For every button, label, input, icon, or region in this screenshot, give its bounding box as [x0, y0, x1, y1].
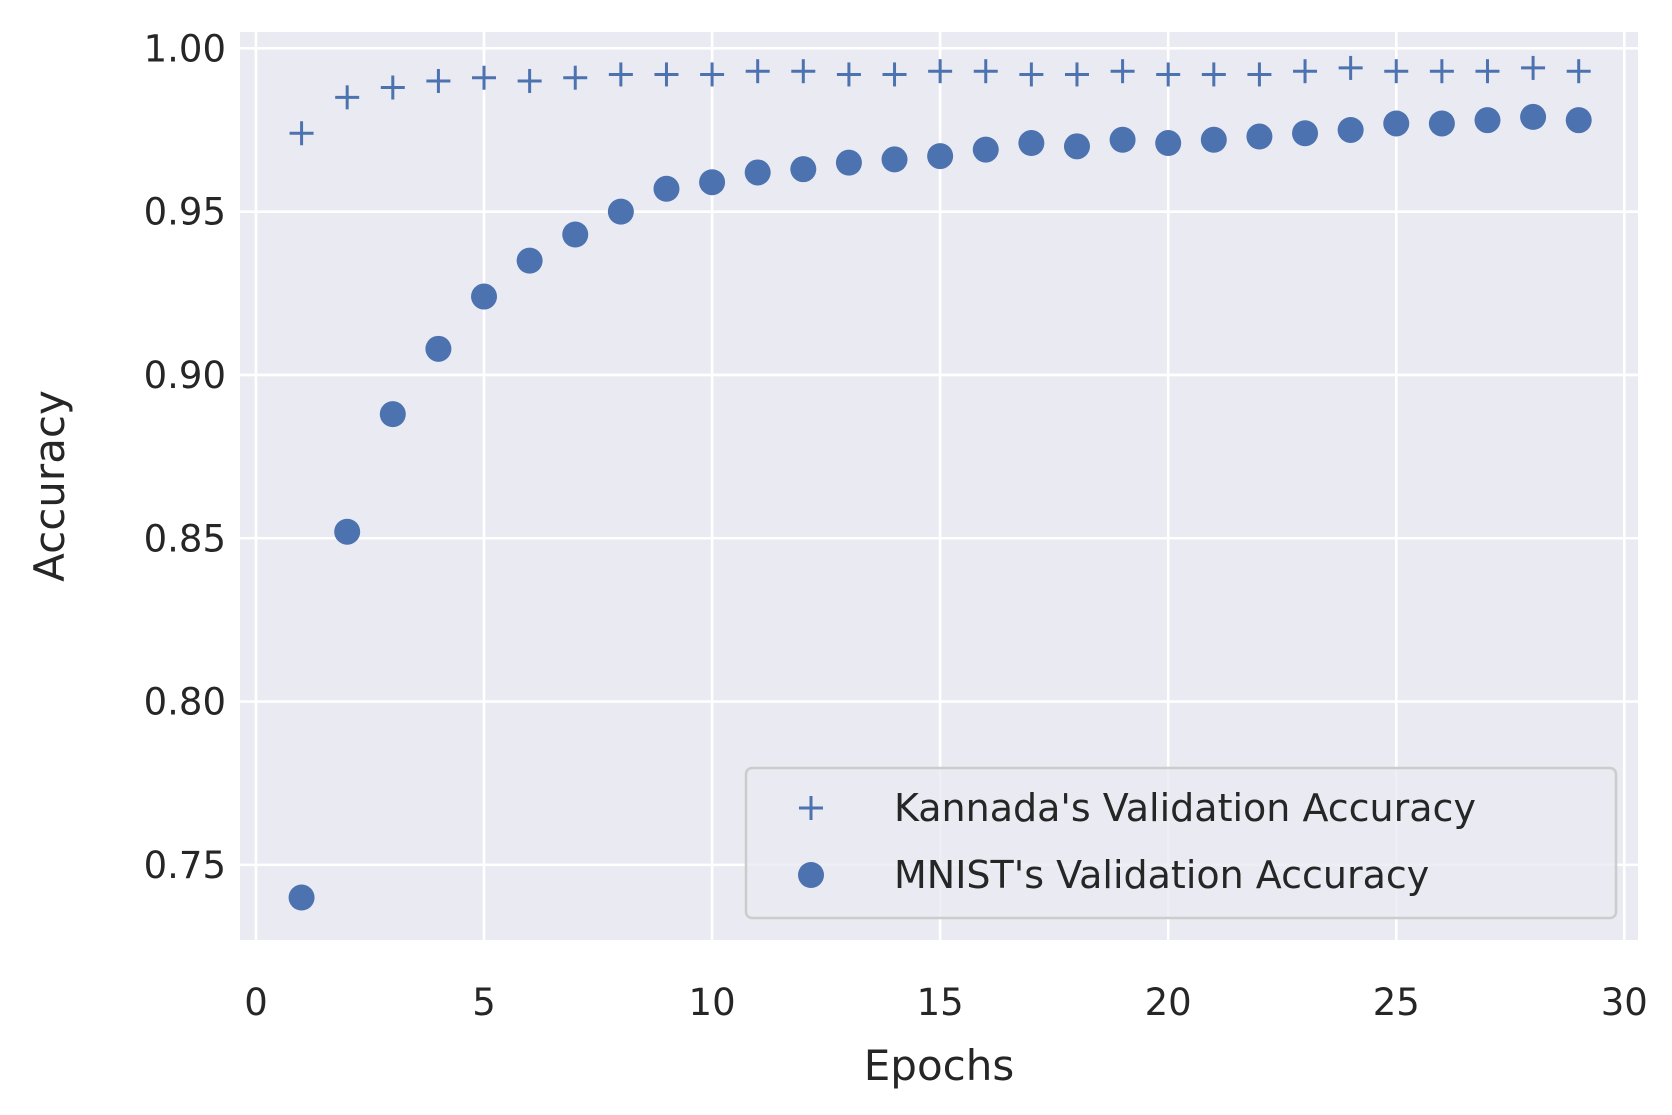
data-point [1383, 110, 1410, 137]
data-point [516, 247, 543, 274]
data-point [562, 221, 589, 248]
data-point [472, 65, 497, 90]
data-point [836, 62, 861, 87]
data-point [654, 62, 679, 87]
x-tick-label: 25 [1373, 981, 1420, 1024]
data-point [881, 146, 908, 173]
data-point [1428, 110, 1455, 137]
data-point [1565, 107, 1592, 134]
data-point [1201, 62, 1226, 87]
x-tick-label: 0 [244, 981, 268, 1024]
y-tick-label: 0.95 [144, 191, 226, 234]
data-point [835, 149, 862, 176]
data-point [1109, 126, 1136, 153]
data-point [1063, 133, 1090, 160]
data-point [1293, 59, 1318, 84]
data-point [1064, 62, 1089, 87]
data-point [1429, 59, 1454, 84]
data-point [517, 68, 542, 93]
x-tick-label: 15 [917, 981, 964, 1024]
data-point [1337, 116, 1364, 143]
data-point [1520, 103, 1547, 130]
legend-marker-plus-icon [799, 796, 823, 820]
data-point [1566, 59, 1591, 84]
data-point [1521, 55, 1546, 80]
data-point [289, 121, 314, 146]
data-point [1246, 123, 1273, 150]
data-point [699, 169, 726, 196]
data-point [790, 156, 817, 183]
data-point [1247, 62, 1272, 87]
y-tick-label: 0.75 [144, 844, 226, 887]
data-point [426, 68, 451, 93]
legend-entry-mnist: MNIST's Validation Accuracy [894, 853, 1429, 897]
y-tick-label: 0.80 [144, 681, 226, 724]
data-series [288, 55, 1592, 911]
y-tick-label: 0.85 [144, 517, 226, 560]
y-tick-label: 1.00 [144, 27, 226, 70]
data-point [1384, 59, 1409, 84]
series-mnist [288, 103, 1592, 911]
data-point [927, 143, 954, 170]
data-point [1156, 62, 1181, 87]
data-point [972, 136, 999, 163]
data-point [563, 65, 588, 90]
data-point [1338, 55, 1363, 80]
data-point [745, 59, 770, 84]
legend: Kannada's Validation Accuracy MNIST's Va… [744, 766, 1618, 920]
axis-ticks: 0 5 10 15 20 25 30 0.75 0.80 0.85 0.90 0.95 1.00 [144, 27, 1648, 1024]
data-point [1018, 130, 1045, 157]
data-point [1155, 130, 1182, 157]
data-point [1019, 62, 1044, 87]
y-axis-label: Accuracy [25, 390, 74, 582]
y-tick-label: 0.90 [144, 354, 226, 397]
legend-box [744, 766, 1618, 920]
x-tick-label: 10 [689, 981, 736, 1024]
x-tick-label: 30 [1601, 981, 1648, 1024]
x-axis-label: Epochs [864, 1041, 1015, 1090]
data-point [471, 283, 498, 310]
data-point [1110, 59, 1135, 84]
data-point [973, 59, 998, 84]
data-point [1475, 59, 1500, 84]
legend-entry-kannada: Kannada's Validation Accuracy [894, 786, 1476, 830]
series-kannada [289, 55, 1591, 146]
data-point [288, 884, 315, 911]
data-point [607, 198, 634, 225]
x-tick-label: 5 [472, 981, 496, 1024]
data-point [380, 75, 405, 100]
data-point [335, 85, 360, 110]
data-point [425, 335, 452, 362]
data-point [928, 59, 953, 84]
data-point [882, 62, 907, 87]
data-point [1292, 120, 1319, 147]
data-point [653, 175, 680, 202]
data-point [791, 59, 816, 84]
data-point [1474, 107, 1501, 134]
x-tick-label: 20 [1145, 981, 1192, 1024]
data-point [1200, 126, 1227, 153]
data-point [700, 62, 725, 87]
legend-marker-circle-icon [798, 862, 824, 888]
data-point [608, 62, 633, 87]
data-point [744, 159, 771, 186]
data-point [334, 518, 361, 545]
data-point [379, 401, 406, 428]
